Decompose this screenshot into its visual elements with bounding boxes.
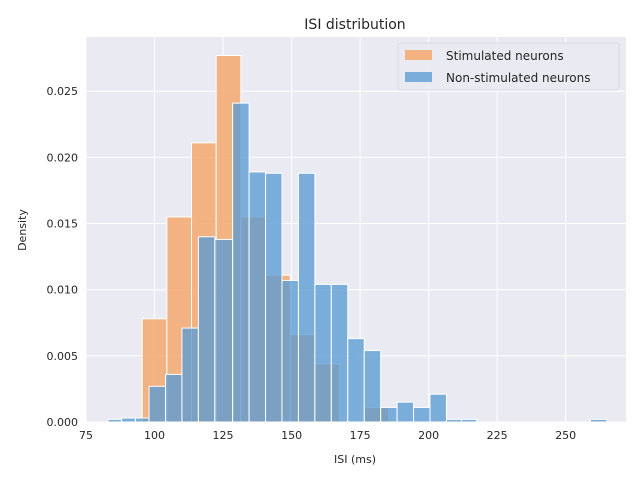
y-tick-label: 0.005	[47, 350, 79, 363]
bar-non-stimulated	[314, 283, 332, 423]
bar-non-stimulated	[363, 350, 382, 423]
x-tick-label: 75	[79, 429, 93, 442]
legend: Stimulated neurons Non-stimulated neuron…	[397, 42, 620, 91]
bar-non-stimulated	[214, 238, 234, 423]
x-tick-label: 150	[281, 429, 302, 442]
bar-non-stimulated	[297, 172, 316, 423]
bar-non-stimulated	[347, 338, 365, 423]
bar-non-stimulated	[197, 236, 216, 423]
x-axis-label: ISI (ms)	[334, 453, 376, 466]
legend-label-non-stimulated: Non-stimulated neurons	[446, 71, 591, 85]
y-tick-label: 0.025	[47, 85, 79, 98]
bar-non-stimulated	[429, 393, 447, 423]
x-tick-label: 175	[350, 429, 371, 442]
bar-non-stimulated	[232, 102, 250, 423]
chart-title: ISI distribution	[304, 17, 405, 33]
x-tick-label: 250	[555, 429, 576, 442]
bar-non-stimulated	[281, 279, 299, 423]
x-tick-label: 200	[418, 429, 439, 442]
x-tick-label: 100	[144, 429, 165, 442]
bar-non-stimulated	[164, 373, 183, 423]
y-tick-label: 0.000	[47, 416, 79, 429]
bar-non-stimulated	[589, 418, 608, 423]
bar-non-stimulated	[380, 406, 398, 423]
bar-non-stimulated	[248, 171, 267, 423]
y-tick-label: 0.015	[47, 218, 79, 231]
bar-non-stimulated	[461, 418, 478, 423]
bar-non-stimulated	[330, 283, 349, 423]
bar-non-stimulated	[181, 327, 199, 423]
legend-box	[397, 42, 620, 91]
bar-non-stimulated	[445, 418, 463, 423]
legend-swatch-stimulated	[405, 50, 432, 60]
x-axis-ticks: 75 100 125 150 175 200 225 250	[79, 429, 576, 442]
histogram-bars	[107, 55, 608, 423]
legend-label-stimulated: Stimulated neurons	[446, 49, 564, 63]
bar-non-stimulated	[265, 172, 283, 423]
y-axis-label: Density	[16, 209, 29, 251]
bar-non-stimulated	[134, 417, 150, 423]
y-axis-ticks: 0.000 0.005 0.010 0.015 0.020 0.025	[47, 85, 79, 429]
bar-non-stimulated	[107, 418, 123, 423]
x-tick-label: 225	[487, 429, 508, 442]
y-tick-label: 0.020	[47, 151, 79, 164]
bar-non-stimulated	[396, 401, 415, 423]
x-tick-label: 125	[213, 429, 234, 442]
y-tick-label: 0.010	[47, 284, 79, 297]
legend-swatch-non-stimulated	[405, 72, 432, 82]
bar-non-stimulated	[413, 406, 431, 423]
bar-non-stimulated	[121, 417, 136, 423]
bar-non-stimulated	[148, 385, 166, 423]
